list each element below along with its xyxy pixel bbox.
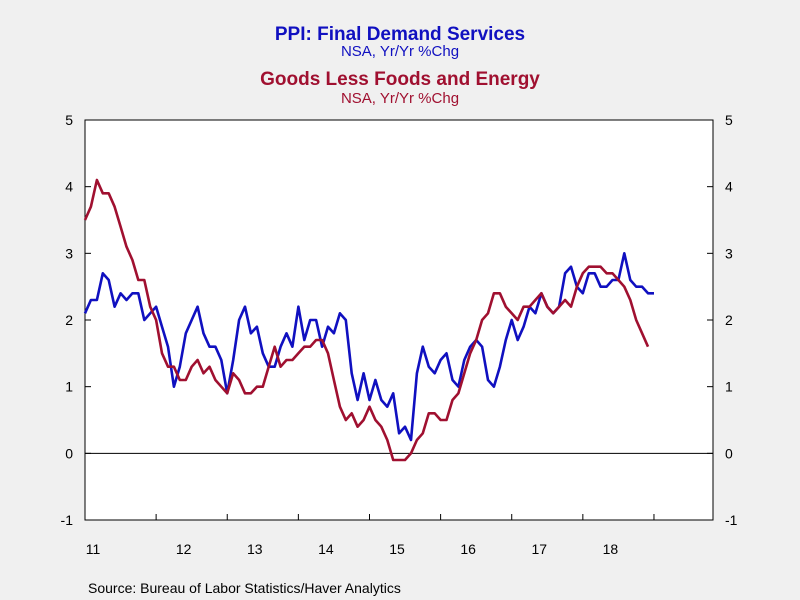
x-tick-label: 11 bbox=[86, 541, 101, 557]
x-tick-label: 13 bbox=[247, 541, 263, 557]
y-tick-label-right: 0 bbox=[725, 445, 733, 461]
y-tick-label-left: -1 bbox=[61, 512, 74, 528]
y-tick-label-right: 2 bbox=[725, 312, 733, 328]
series-line-goods-less-food-energy bbox=[83, 178, 650, 462]
x-tick-label: 14 bbox=[318, 541, 334, 557]
y-tick-label-left: 3 bbox=[65, 245, 73, 261]
axes: -1 -10 01 12 23 34 45 511 12 13 14 15 16 17 18 bbox=[61, 112, 738, 557]
y-tick-label-left: 2 bbox=[65, 312, 73, 328]
y-tick-label-right: 3 bbox=[725, 245, 733, 261]
source-note: Source: Bureau of Labor Statistics/Haver… bbox=[88, 580, 401, 596]
chart-title-1: PPI: Final Demand Services bbox=[275, 24, 525, 45]
y-tick-label-left: 0 bbox=[65, 445, 73, 461]
x-tick-label: 16 bbox=[460, 541, 476, 557]
y-tick-label-left: 5 bbox=[65, 112, 73, 128]
x-tick-label: 18 bbox=[603, 541, 619, 557]
chart-title-2: Goods Less Foods and Energy bbox=[260, 69, 540, 90]
series-lines bbox=[83, 178, 654, 462]
chart-subtitle-1: NSA, Yr/Yr %Chg bbox=[341, 43, 459, 60]
y-tick-label-left: 1 bbox=[65, 379, 73, 395]
y-tick-label-right: 4 bbox=[725, 179, 733, 195]
x-tick-label: 17 bbox=[531, 541, 547, 557]
y-tick-label-right: 1 bbox=[725, 379, 733, 395]
y-tick-label-left: 4 bbox=[65, 179, 73, 195]
x-tick-label: 15 bbox=[389, 541, 405, 557]
chart-subtitle-2: NSA, Yr/Yr %Chg bbox=[341, 90, 459, 107]
x-tick-label: 12 bbox=[176, 541, 192, 557]
y-tick-label-right: -1 bbox=[725, 512, 738, 528]
y-tick-label-right: 5 bbox=[725, 112, 733, 128]
